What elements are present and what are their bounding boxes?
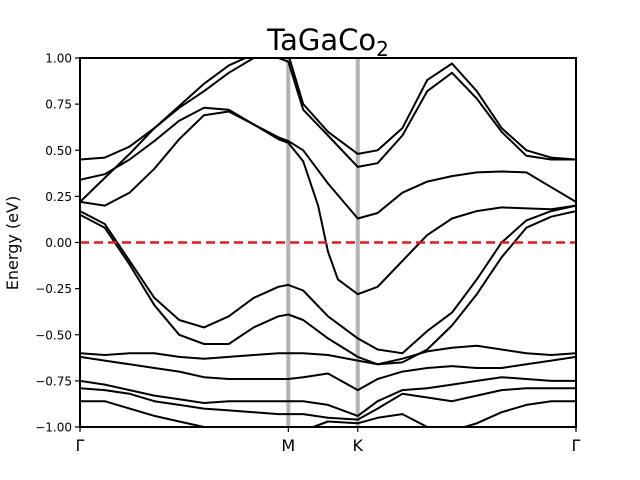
- band-line-9: [80, 387, 576, 421]
- x-tick-label-0: Γ: [76, 436, 85, 455]
- y-tick-label-6: −0.50: [35, 328, 72, 342]
- band-line-3: [80, 110, 576, 296]
- chart-title: TaGaCo2: [266, 23, 389, 61]
- plot-area: 1.00 0.75 0.50 0.25 0.00 −0.25 −0.50 −0.75 −1.00…: [35, 52, 580, 456]
- y-tick-label-8: −1.00: [35, 421, 72, 435]
- y-axis-label: Energy (eV): [3, 196, 22, 290]
- y-tick-label-4: 0.00: [45, 236, 72, 250]
- y-tick-label-3: 0.25: [45, 190, 72, 204]
- band-line-5: [80, 210, 576, 366]
- band-line-7: [80, 355, 576, 392]
- band-line-0: [80, 58, 576, 161]
- y-tick-label-5: −0.25: [35, 282, 72, 296]
- band-line-10: [80, 400, 576, 427]
- plot-inner: [80, 58, 576, 427]
- y-tick-label-0: 1.00: [45, 52, 72, 66]
- band-line-2: [80, 106, 576, 220]
- band-line-6: [80, 344, 576, 366]
- x-tick-label-2: K: [353, 436, 364, 455]
- y-tick-label-1: 0.75: [45, 98, 72, 112]
- y-tick-label-7: −0.75: [35, 374, 72, 388]
- band-line-1: [80, 58, 576, 203]
- y-tick-label-2: 0.50: [45, 144, 72, 158]
- x-tick-label-3: Γ: [572, 436, 581, 455]
- band-line-8: [80, 376, 576, 417]
- band-line-4: [80, 204, 576, 355]
- x-tick-label-1: M: [281, 436, 295, 455]
- chart-title-subscript: 2: [376, 37, 389, 61]
- chart-title-main: TaGaCo: [266, 23, 376, 57]
